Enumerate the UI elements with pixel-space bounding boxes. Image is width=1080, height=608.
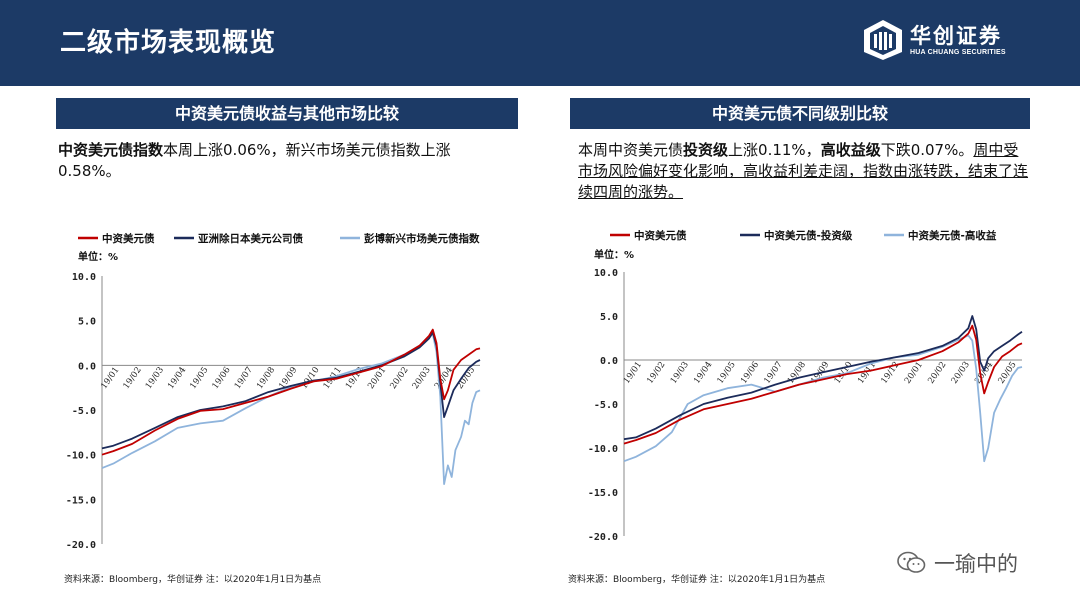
wechat-icon: [897, 551, 926, 573]
y-tick-label: -20.0: [66, 540, 96, 551]
y-tick-label: -5.0: [72, 406, 96, 417]
y-tick-label: -10.0: [66, 451, 96, 462]
x-tick-label: 19/04: [692, 360, 714, 386]
y-tick-label: 10.0: [72, 272, 96, 283]
x-tick-label: 19/02: [645, 360, 667, 386]
series-line-2: [101, 331, 481, 450]
right-desc-bold-1: 投资级: [683, 141, 729, 159]
legend-label: 中资美元债: [634, 229, 687, 242]
x-tick-label: 19/03: [669, 360, 691, 386]
logo-cube-icon: [864, 20, 902, 60]
y-tick-label: 10.0: [594, 268, 618, 279]
series-line-1: [623, 324, 1023, 445]
x-tick-label: 19/05: [188, 365, 210, 391]
x-tick-label: 19/10: [299, 365, 321, 391]
right-desc-underlined: 周中受市场风险偏好变化影响，高收益利差走阔，指数由涨转跌，结束了连续四周的涨势。: [578, 141, 1029, 201]
y-tick-label: -15.0: [588, 488, 618, 499]
watermark-text: 一瑜中的: [934, 552, 1018, 576]
x-tick-label: 19/04: [166, 365, 188, 391]
x-tick-label: 19/02: [122, 365, 144, 391]
right-desc-text-1: 本周中资美元债: [578, 141, 684, 159]
x-tick-label: 19/07: [233, 365, 255, 391]
x-tick-label: 20/02: [926, 360, 948, 386]
legend-label: 中资美元债-投资级: [764, 229, 853, 242]
left-source-note: 资料来源：Bloomberg，华创证券 注：以2020年1月1日为基点: [64, 575, 322, 585]
x-tick-label: 19/08: [255, 365, 277, 391]
series-line-3: [101, 333, 481, 486]
unit-label: 单位：%: [594, 248, 634, 261]
legend-label: 中资美元债-高收益: [908, 229, 997, 242]
right-desc-text-2: 上涨0.11%，: [728, 141, 821, 159]
x-tick-label: 19/01: [99, 365, 121, 391]
legend-label: 彭博新兴市场美元债指数: [364, 232, 480, 245]
y-tick-label: 5.0: [78, 317, 96, 328]
header-bar: 二级市场表现概览 华创证券 HUA CHUANG SECURITIES: [0, 0, 1080, 86]
page-title: 二级市场表现概览: [60, 28, 277, 58]
right-source-note: 资料来源：Bloomberg，华创证券 注：以2020年1月1日为基点: [568, 575, 826, 585]
series-line-1: [101, 328, 481, 456]
y-tick-label: -5.0: [594, 400, 618, 411]
x-tick-label: 20/03: [950, 360, 972, 386]
x-tick-label: 19/03: [144, 365, 166, 391]
right-panel-title: 中资美元债不同级别比较: [570, 98, 1030, 129]
left-desc-text: 本周上涨0.06%，新兴市场美元债指数上涨0.58%。: [58, 141, 451, 180]
x-tick-label: 19/12: [344, 365, 366, 391]
right-desc-text-3: 下跌0.07%。: [880, 141, 974, 159]
series-line-3: [623, 334, 1023, 463]
left-panel-title: 中资美元债收益与其他市场比较: [56, 98, 518, 129]
x-tick-label: 20/01: [903, 360, 925, 386]
right-description: 本周中资美元债投资级上涨0.11%，高收益级下跌0.07%。周中受市场风险偏好变…: [578, 140, 1030, 203]
brand-logo: 华创证券 HUA CHUANG SECURITIES: [862, 18, 1042, 66]
logo-text-en: HUA CHUANG SECURITIES: [910, 49, 1006, 56]
legend-label: 中资美元债: [102, 232, 155, 245]
y-tick-label: -10.0: [588, 444, 618, 455]
y-tick-label: 0.0: [600, 356, 618, 367]
x-tick-label: 19/06: [739, 360, 761, 386]
left-desc-bold: 中资美元债指数: [58, 141, 164, 159]
unit-label: 单位：%: [78, 250, 118, 263]
x-tick-label: 20/02: [388, 365, 410, 391]
x-tick-label: 20/05: [997, 360, 1019, 386]
y-tick-label: -15.0: [66, 495, 96, 506]
series-line-2: [623, 315, 1023, 441]
right-desc-bold-2: 高收益级: [820, 141, 881, 159]
logo-text-cn: 华创证券: [910, 24, 1002, 48]
x-tick-label: 19/06: [211, 365, 233, 391]
y-tick-label: -20.0: [588, 532, 618, 543]
x-tick-label: 19/08: [786, 360, 808, 386]
x-tick-label: 19/01: [622, 360, 644, 386]
x-tick-label: 20/05: [455, 365, 477, 391]
left-description: 中资美元债指数本周上涨0.06%，新兴市场美元债指数上涨0.58%。: [58, 140, 498, 182]
y-tick-label: 5.0: [600, 312, 618, 323]
x-tick-label: 20/03: [411, 365, 433, 391]
y-tick-label: 0.0: [78, 361, 96, 372]
x-tick-label: 19/05: [716, 360, 738, 386]
legend-label: 亚洲除日本美元公司债: [198, 232, 303, 245]
